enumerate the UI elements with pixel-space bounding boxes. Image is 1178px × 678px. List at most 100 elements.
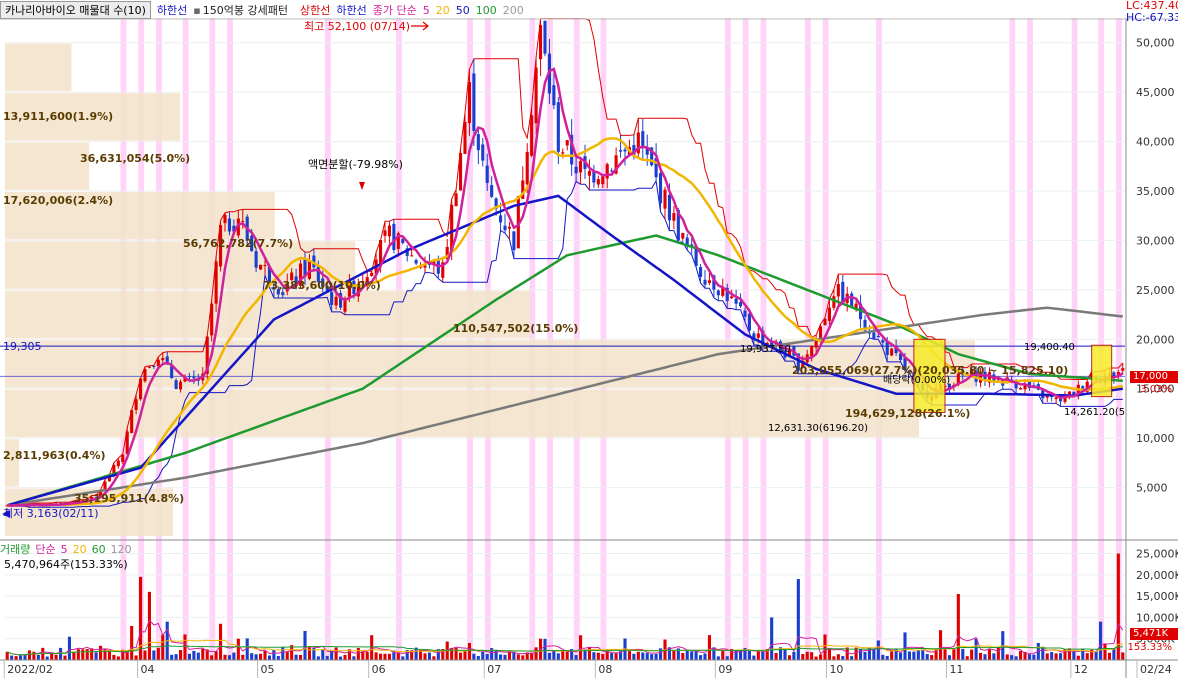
volume-bar <box>730 648 734 660</box>
volume-bar <box>241 654 245 660</box>
profile-band <box>5 439 20 487</box>
candle-body <box>165 356 169 364</box>
price-tick-label: 20,000 <box>1136 333 1175 346</box>
volume-bar <box>19 655 23 660</box>
ma200-line <box>7 306 1123 507</box>
volume-bar <box>414 647 418 660</box>
volume-bar <box>614 653 618 660</box>
candle-body <box>347 280 351 297</box>
range-box-1 <box>913 338 946 413</box>
candle-body <box>854 303 858 311</box>
volume-bar <box>201 648 205 660</box>
candle-body <box>179 381 183 390</box>
candle-body <box>1067 391 1071 395</box>
candle-body <box>485 165 489 183</box>
candle-body <box>836 284 840 297</box>
candle-body <box>543 20 547 54</box>
candle-body <box>650 147 654 166</box>
candle-body <box>872 332 876 339</box>
volume-bar <box>223 654 227 660</box>
pattern-label: ▪ 150억봉 강세패턴 <box>193 2 294 18</box>
ma-period-20: 20 <box>435 3 450 17</box>
candle-body <box>881 340 885 343</box>
candle-body <box>730 296 734 299</box>
lc-value: LC:437.40 <box>1126 0 1178 12</box>
candle-body <box>587 170 591 176</box>
candle-body <box>1023 384 1027 390</box>
volume-bar <box>1054 653 1058 660</box>
low-arrow <box>2 510 10 518</box>
candle-body <box>450 204 454 252</box>
volume-bar <box>747 650 751 660</box>
volume-bar <box>1076 655 1080 660</box>
high-annotation: 최고 52,100 (07/14) <box>304 20 410 33</box>
volume-bar <box>525 652 529 660</box>
candle-body <box>401 239 405 244</box>
volume-bar <box>325 655 329 660</box>
volume-bar <box>921 649 925 660</box>
candle-body <box>187 376 191 378</box>
volume-bar <box>814 656 818 660</box>
volume-bar <box>667 647 671 660</box>
volume-bar <box>232 652 236 660</box>
profile-label: 35,195,911(4.8%) <box>74 492 184 505</box>
candle-body <box>152 365 156 367</box>
volume-profile <box>5 43 975 536</box>
volume-bar <box>321 648 325 660</box>
volume-bar <box>45 656 49 660</box>
volume-bar <box>143 650 147 660</box>
volume-bar <box>1072 651 1076 660</box>
volume-bar <box>610 653 614 660</box>
volume-bar <box>805 651 809 660</box>
volume-bar <box>5 651 9 660</box>
lower-band-label: 하한선 <box>156 4 188 17</box>
candle-body <box>321 278 325 288</box>
candle-body <box>756 333 760 338</box>
candle-body <box>99 490 103 498</box>
candle-body <box>361 280 365 284</box>
volume-bar <box>543 638 547 660</box>
volume-bar <box>716 656 720 660</box>
volume-bar <box>783 648 787 660</box>
volume-bar <box>441 649 445 660</box>
candle-body <box>636 132 640 154</box>
volume-bar <box>90 648 94 660</box>
candle-body <box>299 263 303 286</box>
volume-bar <box>956 593 960 660</box>
candle-body <box>965 372 969 374</box>
candle-body <box>294 276 298 284</box>
volume-bar <box>365 651 369 660</box>
volume-bar <box>1059 653 1063 660</box>
candle-body <box>1019 388 1023 390</box>
volume-bar <box>632 653 636 660</box>
candle-body <box>143 369 147 382</box>
volume-bar <box>179 650 183 660</box>
volume-bar <box>10 655 14 660</box>
volume-bar <box>690 651 694 660</box>
volume-bar <box>436 649 440 660</box>
volume-bar <box>1112 648 1116 660</box>
candle-body <box>539 25 543 60</box>
candle-body <box>863 319 867 331</box>
candle-body <box>1027 381 1031 388</box>
volume-bar <box>974 638 978 660</box>
ma-period-50: 50 <box>455 3 470 17</box>
volume-bar <box>761 651 765 660</box>
volume-bar <box>934 648 938 660</box>
box2-top-label: 19,400.40 <box>1024 342 1075 353</box>
volume-bar <box>854 647 858 660</box>
volume-bar <box>312 648 316 660</box>
candle-body <box>170 366 174 379</box>
current-price-pct: 3.03% <box>1140 384 1172 395</box>
candle-body <box>423 265 427 268</box>
candle-body <box>574 166 578 174</box>
volume-bars <box>5 553 1125 660</box>
volume-bar <box>547 652 551 660</box>
x-tick-label: 02/24 <box>1140 663 1172 676</box>
volume-bar <box>316 656 320 660</box>
volume-bar <box>1005 654 1009 660</box>
chart-title[interactable]: 카나리아바이오 매물대 수(10) <box>0 1 151 19</box>
profile-band <box>5 389 919 438</box>
candle-body <box>685 237 689 246</box>
